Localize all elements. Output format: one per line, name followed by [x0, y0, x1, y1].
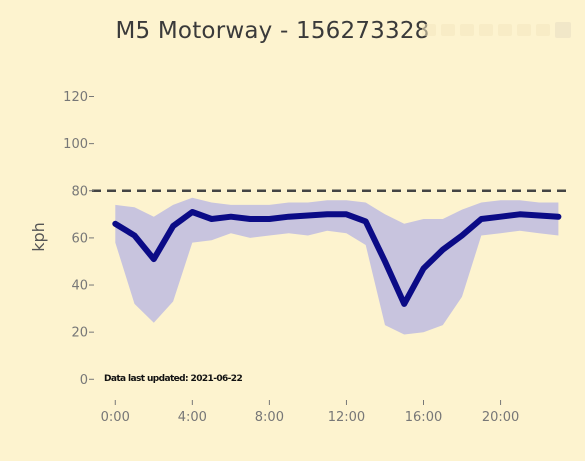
- x-tick-label: 20:00: [482, 410, 519, 425]
- y-tick-label: 100: [63, 137, 88, 152]
- y-tick-label: 60: [71, 231, 88, 246]
- x-tick-label: 8:00: [255, 410, 284, 425]
- series-line-layer: [112, 209, 562, 307]
- y-tick-label: 40: [71, 279, 88, 294]
- y-tick-label: 80: [71, 184, 88, 199]
- confidence-band: [115, 197, 559, 335]
- series-line-0: [112, 209, 562, 307]
- confidence-band-layer: [115, 197, 559, 335]
- x-axis: 0:00 4:00 8:00 12:00 16:00 20:00: [101, 400, 519, 425]
- y-axis: 0 20 40 60 80 100 120: [63, 90, 94, 388]
- x-tick-label: 12:00: [328, 410, 365, 425]
- camera-icon[interactable]: [422, 24, 436, 36]
- y-tick-label: 0: [80, 373, 88, 388]
- logo-icon[interactable]: [555, 22, 571, 38]
- zoom-out-icon[interactable]: [498, 24, 512, 36]
- x-tick-label: 0:00: [101, 410, 130, 425]
- autoscale-icon[interactable]: [517, 24, 531, 36]
- x-tick-label: 16:00: [405, 410, 442, 425]
- y-tick-label: 20: [71, 326, 88, 341]
- x-tick-label: 4:00: [178, 410, 207, 425]
- y-axis-title: kph: [29, 222, 48, 252]
- modebar: [422, 22, 571, 38]
- chart-title: M5 Motorway - 156273328: [115, 18, 430, 44]
- reset-axes-icon[interactable]: [536, 24, 550, 36]
- y-tick-label: 120: [63, 90, 88, 105]
- zoom-icon[interactable]: [441, 24, 455, 36]
- pan-icon[interactable]: [460, 24, 474, 36]
- last-updated-note: Data last updated: 2021-06-22: [104, 374, 242, 384]
- zoom-in-icon[interactable]: [479, 24, 493, 36]
